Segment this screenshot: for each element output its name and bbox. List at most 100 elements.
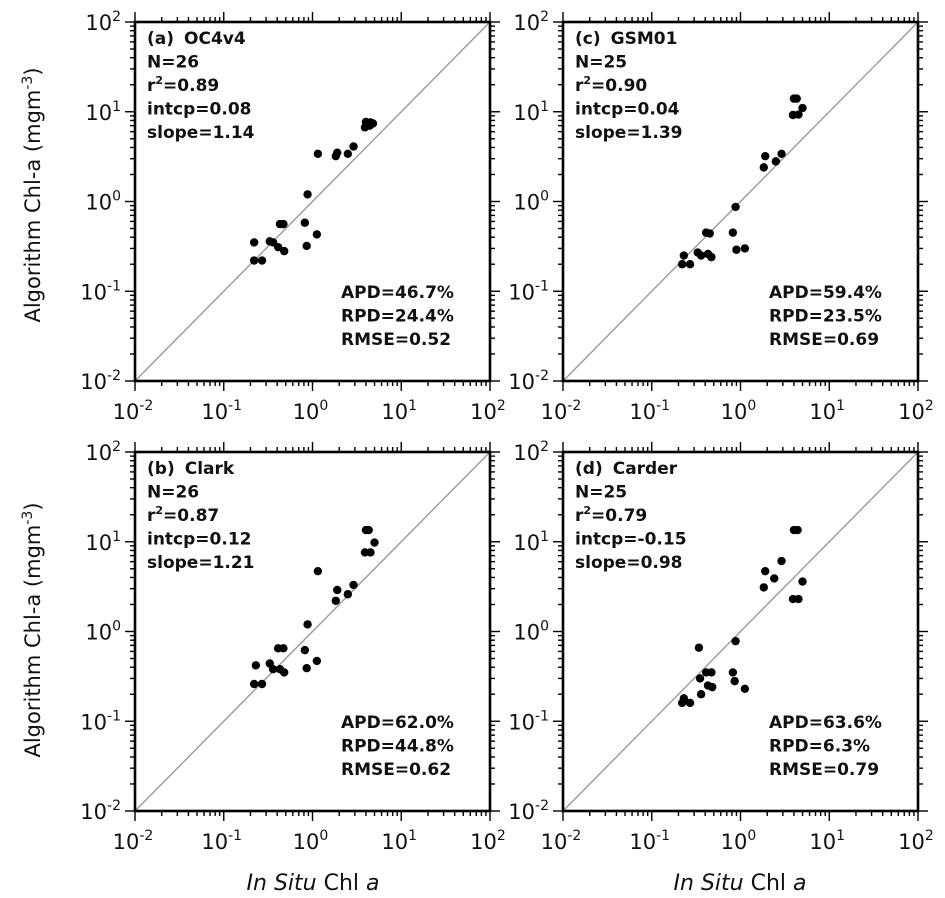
data-point xyxy=(793,525,802,535)
data-point xyxy=(728,228,738,237)
data-point xyxy=(685,260,695,269)
y-tick-label: 102 xyxy=(85,439,121,465)
stat-n: N=26 xyxy=(147,53,199,73)
stat-intcp: intcp=-0.15 xyxy=(575,530,687,550)
data-point xyxy=(731,202,740,212)
data-point xyxy=(364,525,373,535)
y-tick-label: 10-1 xyxy=(508,278,549,304)
panel-title: (d) Carder xyxy=(575,459,678,479)
data-point xyxy=(685,698,695,708)
data-point xyxy=(280,668,289,677)
data-point xyxy=(280,246,289,256)
x-tick-label: 101 xyxy=(809,828,845,854)
y-tick-label: 100 xyxy=(513,619,549,645)
data-point xyxy=(279,219,288,229)
stat-apd: APD=63.6% xyxy=(769,713,882,733)
stat-rpd: RPD=44.8% xyxy=(341,737,454,757)
stat-n: N=26 xyxy=(147,483,199,503)
x-tick-label: 100 xyxy=(293,398,329,424)
x-tick-label: 102 xyxy=(898,828,934,854)
one-to-one-line xyxy=(134,21,491,382)
data-point xyxy=(366,548,375,557)
stat-n: N=25 xyxy=(575,483,627,503)
stat-n: N=25 xyxy=(575,53,627,73)
stat-apd: APD=62.0% xyxy=(341,713,454,733)
stat-r2: r2=0.89 xyxy=(147,74,219,96)
y-tick-label: 102 xyxy=(513,439,549,465)
data-point xyxy=(302,241,311,251)
y-tick-label: 10-2 xyxy=(508,368,549,394)
x-tick-label: 102 xyxy=(470,828,506,854)
panel-title: (a) OC4v4 xyxy=(147,29,246,49)
data-point xyxy=(695,674,705,683)
stat-rpd: RPD=24.4% xyxy=(341,307,454,327)
y-tick-label: 102 xyxy=(513,9,549,35)
data-point xyxy=(707,668,716,677)
data-point xyxy=(679,251,689,260)
one-to-one-line xyxy=(134,451,491,812)
data-point xyxy=(761,566,770,576)
data-point xyxy=(777,556,786,566)
data-point xyxy=(679,694,689,703)
x-tick-label: 102 xyxy=(898,398,934,424)
data-point xyxy=(251,661,261,670)
panel-c: 10-2 10-2 10-1 10-1 100 100 101 101 102 102 (c) GSM… xyxy=(508,9,934,424)
data-point xyxy=(705,229,714,238)
stat-intcp: intcp=0.04 xyxy=(575,100,680,120)
data-point xyxy=(759,583,768,592)
y-axis-label-top: Algorithm Chl-a (mgm-3) xyxy=(20,67,45,322)
data-point xyxy=(343,149,353,158)
data-point xyxy=(257,679,267,689)
y-tick-label: 10-2 xyxy=(80,798,121,824)
data-point xyxy=(343,590,353,599)
y-tick-label: 102 xyxy=(85,9,121,35)
stat-slope: slope=1.39 xyxy=(575,123,683,143)
y-tick-label: 10-1 xyxy=(80,278,121,304)
stat-r2: r2=0.79 xyxy=(575,504,647,526)
data-point xyxy=(249,238,259,247)
one-to-one-line xyxy=(562,21,919,382)
stat-rmse: RMSE=0.52 xyxy=(341,330,451,350)
data-point xyxy=(273,242,283,252)
data-point xyxy=(792,94,801,103)
y-tick-label: 100 xyxy=(85,189,121,215)
x-tick-label: 10-2 xyxy=(541,398,582,424)
x-tick-label: 10-1 xyxy=(629,828,670,854)
stat-slope: slope=1.21 xyxy=(147,553,255,573)
panel-title: (c) GSM01 xyxy=(575,29,677,49)
data-point xyxy=(331,596,340,605)
y-tick-label: 101 xyxy=(513,99,549,125)
data-point xyxy=(349,142,358,151)
x-tick-label: 101 xyxy=(809,398,845,424)
stat-r2: r2=0.87 xyxy=(147,504,219,526)
stat-rpd: RPD=23.5% xyxy=(769,307,882,327)
data-point xyxy=(333,585,342,595)
data-point xyxy=(740,684,750,693)
data-point xyxy=(312,656,322,666)
stat-rmse: RMSE=0.62 xyxy=(341,760,451,780)
data-point xyxy=(349,580,358,590)
data-point xyxy=(770,574,779,583)
stat-slope: slope=1.14 xyxy=(147,123,255,143)
data-point xyxy=(771,157,781,166)
data-point xyxy=(303,620,312,629)
x-tick-label: 10-1 xyxy=(201,398,242,424)
one-to-one-line xyxy=(562,451,919,812)
panel-b: 10-2 10-2 10-1 10-1 100 100 101 101 102 102 (b) Cla… xyxy=(80,439,506,854)
data-point xyxy=(313,149,323,158)
data-point xyxy=(694,643,704,652)
data-point xyxy=(794,594,803,604)
data-point xyxy=(759,163,768,172)
x-tick-label: 101 xyxy=(381,398,417,424)
y-tick-label: 10-1 xyxy=(80,708,121,734)
data-point xyxy=(798,577,807,586)
panels: 10-2 10-2 10-1 10-1 100 100 101 101 102 102 (a) OC4… xyxy=(80,9,934,854)
data-point xyxy=(268,665,278,674)
stat-rmse: RMSE=0.69 xyxy=(769,330,879,350)
y-tick-label: 10-1 xyxy=(508,708,549,734)
data-point xyxy=(312,230,322,239)
stat-intcp: intcp=0.08 xyxy=(147,100,252,120)
x-tick-label: 10-2 xyxy=(113,828,154,854)
x-tick-label: 10-1 xyxy=(629,398,670,424)
data-point xyxy=(777,149,786,158)
